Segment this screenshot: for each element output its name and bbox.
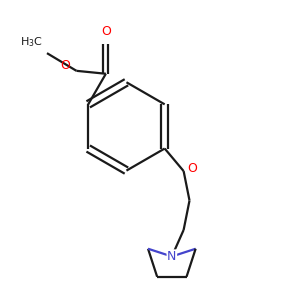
Text: H$_3$C: H$_3$C [20, 35, 43, 49]
Text: N: N [167, 250, 176, 263]
Text: O: O [187, 162, 197, 175]
Text: O: O [101, 25, 111, 38]
Text: N: N [167, 250, 176, 263]
Text: O: O [60, 59, 70, 72]
